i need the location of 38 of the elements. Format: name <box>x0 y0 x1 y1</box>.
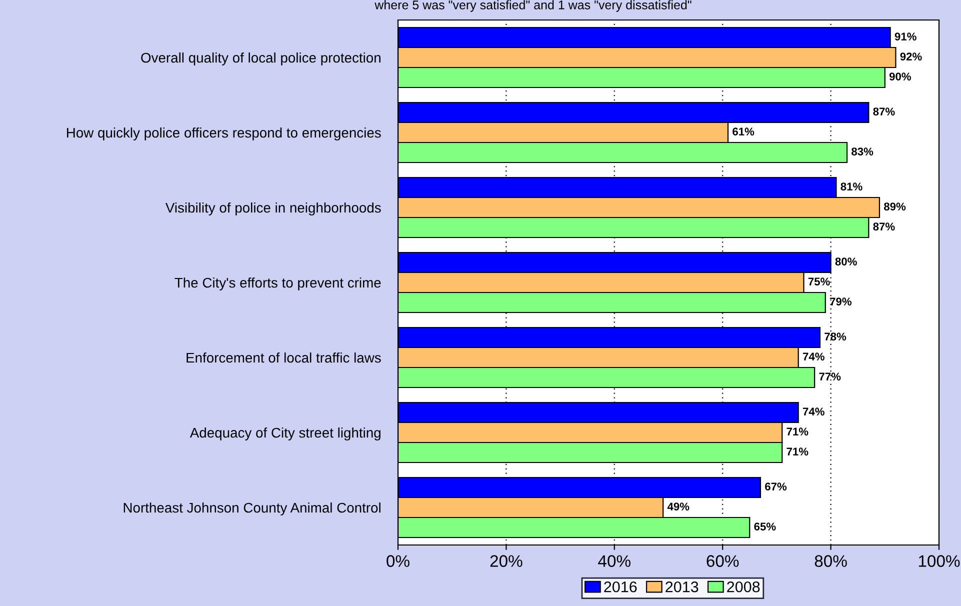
legend-label: 2016 <box>604 581 637 592</box>
data-label: 78% <box>824 332 846 340</box>
y-tick-label: Northeast Johnson County Animal Control <box>124 502 380 516</box>
y-tick-label: The City's efforts to prevent crime <box>174 277 381 290</box>
x-tick-label: 100% <box>918 555 960 567</box>
data-label: 71% <box>786 428 808 436</box>
data-label: 87% <box>873 108 895 116</box>
data-label: 89% <box>884 202 906 210</box>
data-label: 61% <box>732 128 754 136</box>
x-tick-label: 40% <box>598 555 630 567</box>
x-tick-label: 60% <box>706 555 739 567</box>
x-tick-label: 80% <box>814 555 847 567</box>
y-tick-label: Adequacy of City street lighting <box>190 427 380 440</box>
data-label: 71% <box>786 448 808 456</box>
y-tick-label: Overall quality of local police protection <box>141 52 380 66</box>
data-label: 79% <box>830 298 852 306</box>
data-label: 49% <box>667 502 690 510</box>
data-label: 92% <box>900 52 922 60</box>
data-label: 83% <box>852 148 874 156</box>
data-label: 74% <box>802 408 824 416</box>
data-label: 81% <box>840 182 862 190</box>
data-label: 91% <box>894 32 916 40</box>
data-label: 90% <box>889 72 912 80</box>
legend-label: 2008 <box>727 581 760 592</box>
data-label: 80% <box>835 258 857 266</box>
data-label: 67% <box>765 482 787 490</box>
data-label: 87% <box>873 222 895 230</box>
chart-subtitle: where 5 was "very satisfied" and 1 was "very dissatisfied" <box>374 0 692 12</box>
legend-label: 2013 <box>666 581 698 592</box>
data-label: 75% <box>808 278 830 286</box>
data-label: 74% <box>802 352 824 360</box>
x-tick-label: 0% <box>386 555 410 567</box>
x-tick-label: 20% <box>490 555 522 567</box>
data-label: 77% <box>819 372 841 380</box>
y-tick-label: Enforcement of local traffic laws <box>186 352 381 363</box>
y-tick-label: How quickly police officers respond to emergencies <box>67 127 381 140</box>
data-label: 65% <box>754 522 776 530</box>
y-tick-label: Visibility of police in neighborhoods <box>165 202 381 216</box>
